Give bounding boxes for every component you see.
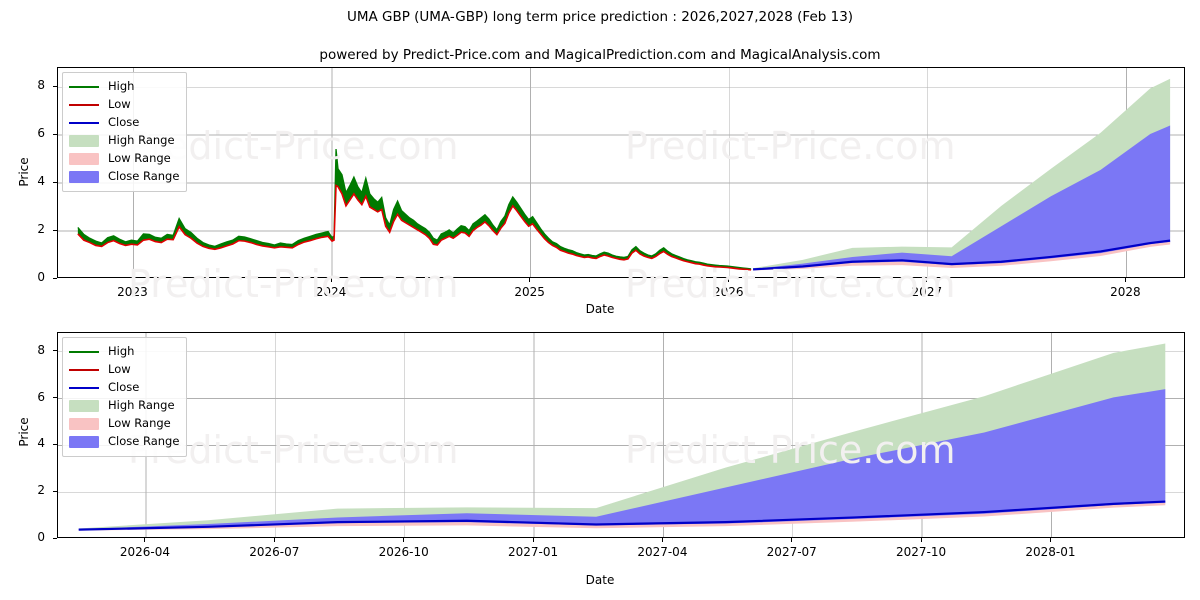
bottom-y-tick-label: 0 bbox=[37, 530, 45, 544]
bottom-x-tick-mark bbox=[920, 538, 922, 542]
bottom-x-tick-label: 2027-07 bbox=[766, 545, 817, 559]
top-x-axis-label: Date bbox=[585, 302, 615, 316]
top-legend-item: Close Range bbox=[69, 168, 179, 186]
bottom-plot-area bbox=[57, 332, 1185, 538]
bottom-y-tick-mark bbox=[53, 350, 57, 352]
top-x-tick-label: 2023 bbox=[117, 285, 148, 299]
top-legend-swatch-icon bbox=[69, 171, 99, 183]
top-x-tick-label: 2024 bbox=[315, 285, 347, 299]
bottom-x-tick-label: 2028-01 bbox=[1025, 545, 1076, 559]
top-legend-label: High bbox=[108, 79, 135, 94]
bottom-y-tick-label: 4 bbox=[37, 436, 45, 451]
bottom-legend-item: High bbox=[69, 343, 179, 361]
top-legend-item: Low Range bbox=[69, 150, 179, 168]
bottom-legend-item: Close bbox=[69, 379, 179, 397]
bottom-legend-label: Low bbox=[108, 362, 131, 377]
top-y-tick-mark bbox=[53, 181, 57, 183]
bottom-legend-label: High Range bbox=[108, 398, 175, 413]
bottom-legend-item: High Range bbox=[69, 397, 179, 415]
bottom-legend-label: Close bbox=[108, 380, 140, 395]
top-legend-item: Low bbox=[69, 96, 179, 114]
top-y-tick-label: 4 bbox=[37, 174, 45, 189]
top-legend-label: Low Range bbox=[108, 151, 171, 166]
top-legend-label: Low bbox=[108, 97, 131, 112]
top-x-tick-mark bbox=[131, 278, 133, 282]
top-y-axis-label: Price bbox=[17, 157, 31, 187]
bottom-x-tick-mark bbox=[661, 538, 663, 542]
top-y-tick-label: 6 bbox=[37, 126, 45, 141]
bottom-x-tick-mark bbox=[532, 538, 534, 542]
top-x-tick-mark bbox=[330, 278, 332, 282]
top-x-tick-mark bbox=[529, 278, 531, 282]
top-y-tick-mark bbox=[53, 85, 57, 87]
bottom-legend-swatch-icon bbox=[69, 436, 99, 448]
bottom-y-tick-mark bbox=[53, 443, 57, 445]
bottom-x-tick-mark bbox=[791, 538, 793, 542]
bottom-y-tick-label: 8 bbox=[37, 342, 45, 357]
bottom-x-tick-label: 2027-01 bbox=[507, 545, 559, 559]
bottom-y-tick-mark bbox=[53, 490, 57, 492]
top-y-tick-mark bbox=[53, 277, 57, 279]
top-x-tick-mark bbox=[727, 278, 729, 282]
top-legend-label: Close bbox=[108, 115, 140, 130]
bottom-x-tick-label: 2027-04 bbox=[637, 545, 688, 559]
top-y-tick-mark bbox=[53, 229, 57, 231]
bottom-legend-item: Low bbox=[69, 361, 179, 379]
bottom-x-tick-mark bbox=[1049, 538, 1051, 542]
bottom-x-tick-mark bbox=[144, 538, 146, 542]
top-legend-swatch-icon bbox=[69, 99, 99, 111]
top-x-tick-mark bbox=[926, 278, 928, 282]
bottom-chart-panel: Price Date 0 2 4 6 8 2026-04 2026-07 2026-10 202… bbox=[0, 320, 1200, 600]
top-x-tick-label: 2027 bbox=[911, 285, 943, 299]
top-y-tick-label: 8 bbox=[37, 78, 45, 93]
page-subtitle: powered by Predict-Price.com and Magical… bbox=[319, 47, 881, 63]
top-legend: High Low Close High Range Low Range Close Ran… bbox=[62, 72, 188, 192]
top-legend-label: Close Range bbox=[108, 169, 180, 184]
top-plot-area bbox=[57, 67, 1185, 278]
bottom-legend-swatch-icon bbox=[69, 382, 99, 394]
bottom-y-tick-mark bbox=[53, 397, 57, 399]
page-title: UMA GBP (UMA-GBP) long term price predic… bbox=[346, 9, 854, 25]
top-legend-item: High Range bbox=[69, 132, 179, 150]
top-legend-label: High Range bbox=[108, 133, 175, 148]
top-y-tick-label: 0 bbox=[37, 270, 45, 284]
bottom-x-tick-label: 2026-10 bbox=[378, 545, 429, 559]
bottom-legend-label: Close Range bbox=[108, 434, 180, 449]
bottom-x-tick-mark bbox=[273, 538, 275, 542]
bottom-legend-item: Close Range bbox=[69, 433, 179, 451]
top-x-tick-mark bbox=[1124, 278, 1126, 282]
bottom-legend-label: High bbox=[108, 344, 135, 359]
bottom-y-axis-label: Price bbox=[17, 417, 31, 447]
top-legend-swatch-icon bbox=[69, 81, 99, 93]
bottom-x-tick-mark bbox=[403, 538, 405, 542]
top-x-tick-label: 2026 bbox=[712, 285, 744, 299]
top-y-tick-mark bbox=[53, 133, 57, 135]
bottom-x-axis-label: Date bbox=[585, 573, 615, 587]
bottom-y-tick-label: 2 bbox=[37, 483, 45, 498]
bottom-legend-swatch-icon bbox=[69, 418, 99, 430]
top-legend-swatch-icon bbox=[69, 135, 99, 147]
top-y-tick-label: 2 bbox=[37, 222, 45, 237]
bottom-legend-label: Low Range bbox=[108, 416, 171, 431]
bottom-legend: High Low Close High Range Low Range Close Ran… bbox=[62, 337, 188, 457]
bottom-legend-swatch-icon bbox=[69, 364, 99, 376]
bottom-legend-swatch-icon bbox=[69, 346, 99, 358]
bottom-x-tick-label: 2027-10 bbox=[896, 545, 947, 559]
top-legend-item: High bbox=[69, 78, 179, 96]
bottom-y-tick-label: 6 bbox=[37, 389, 45, 404]
top-legend-swatch-icon bbox=[69, 117, 99, 129]
bottom-legend-item: Low Range bbox=[69, 415, 179, 433]
bottom-x-tick-label: 2026-07 bbox=[249, 545, 300, 559]
top-legend-item: Close bbox=[69, 114, 179, 132]
top-x-tick-label: 2028 bbox=[1110, 285, 1141, 299]
top-chart-panel: Price Date 0 2 4 6 8 2023 2024 2025 2026 2027 2028… bbox=[17, 67, 1185, 316]
bottom-y-tick-mark bbox=[53, 537, 57, 539]
bottom-legend-swatch-icon bbox=[69, 400, 99, 412]
bottom-x-tick-label: 2026-04 bbox=[119, 545, 171, 559]
top-legend-swatch-icon bbox=[69, 153, 99, 165]
top-x-tick-label: 2025 bbox=[514, 285, 545, 299]
